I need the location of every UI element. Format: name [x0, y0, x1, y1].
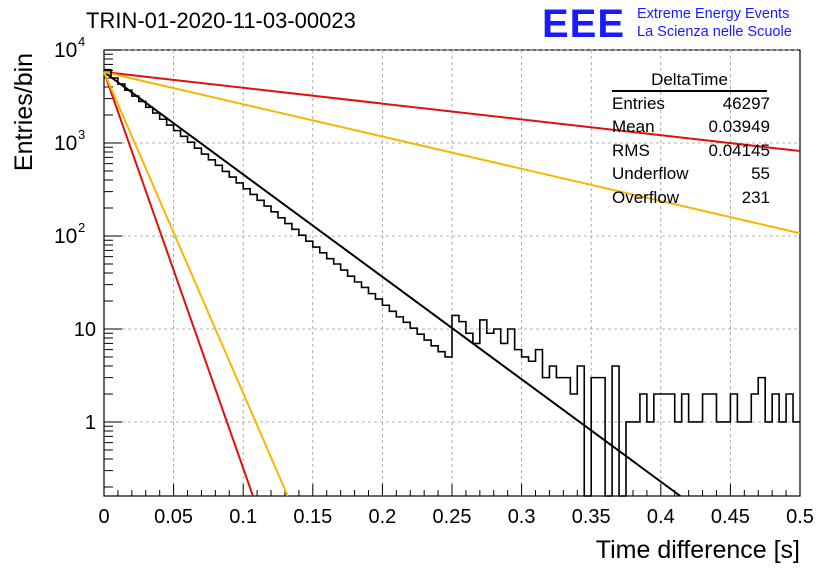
x-tick-label: 0.4	[647, 506, 675, 528]
x-tick-label: 0.05	[154, 506, 193, 528]
histogram-step	[104, 68, 800, 497]
stats-value: 0.04145	[708, 140, 770, 160]
stats-label: RMS	[612, 140, 650, 160]
stats-value: 46297	[722, 94, 770, 113]
stats-label: Underflow	[612, 164, 689, 184]
y-tick-label-base: 10	[54, 225, 77, 248]
axis-ticks	[103, 49, 801, 496]
x-axis-label: Time difference [s]	[596, 536, 800, 564]
y-tick-label-exponent: 3	[78, 127, 85, 142]
x-tick-labels: 0 0.05 0.1 0.15 0.2 0.25 0.3 0.35 0.4 0.45 0.5	[98, 506, 813, 528]
stats-box: DeltaTime Entries 46297 Mean 0.03949 RMS 0.04…	[612, 70, 782, 209]
y-tick-label-exponent: 4	[78, 34, 85, 49]
stats-row: Mean 0.03949	[612, 115, 770, 138]
logo-line-1: Extreme Energy Events	[637, 6, 790, 22]
stats-label: Entries	[612, 94, 665, 113]
stats-title: DeltaTime	[612, 70, 767, 92]
x-tick-label: 0.5	[786, 506, 814, 528]
stats-label: Mean	[612, 117, 655, 137]
y-tick-label-base: 10	[54, 39, 77, 62]
y-tick-label: 1	[85, 412, 96, 434]
stats-value: 55	[751, 164, 770, 184]
stats-row: Underflow 55	[612, 162, 770, 185]
stats-label: Overflow	[612, 187, 680, 207]
x-tick-label: 0.35	[572, 506, 611, 528]
y-tick-label-exponent: 2	[78, 220, 85, 235]
y-axis-label: Entries/bin	[10, 53, 38, 171]
fit-line	[103, 71, 289, 497]
x-tick-label: 0.25	[433, 506, 472, 528]
stats-value: 231	[741, 187, 770, 207]
x-tick-label: 0.3	[508, 506, 536, 528]
stats-row: Overflow 231	[612, 186, 770, 209]
logo-line-2: La Scienza nelle Scuole	[637, 24, 792, 40]
x-tick-label: 0.1	[229, 506, 257, 528]
fit-line	[103, 71, 801, 153]
x-tick-label: 0.15	[293, 506, 332, 528]
histogram	[104, 68, 800, 497]
x-tick-label: 0.45	[711, 506, 750, 528]
eee-logo: EEE	[542, 2, 626, 46]
fit-line	[103, 71, 801, 235]
x-tick-label: 0	[98, 506, 109, 528]
fit-lines	[103, 71, 801, 497]
y-tick-label: 10	[74, 319, 96, 341]
stats-row: RMS 0.04145	[612, 139, 770, 162]
chart-title: TRIN-01-2020-11-03-00023	[86, 8, 356, 33]
stats-row: Entries 46297	[612, 92, 770, 115]
y-tick-label-base: 10	[54, 132, 77, 155]
fit-line	[103, 71, 254, 497]
x-tick-label: 0.2	[368, 506, 396, 528]
stats-value: 0.03949	[708, 117, 770, 137]
